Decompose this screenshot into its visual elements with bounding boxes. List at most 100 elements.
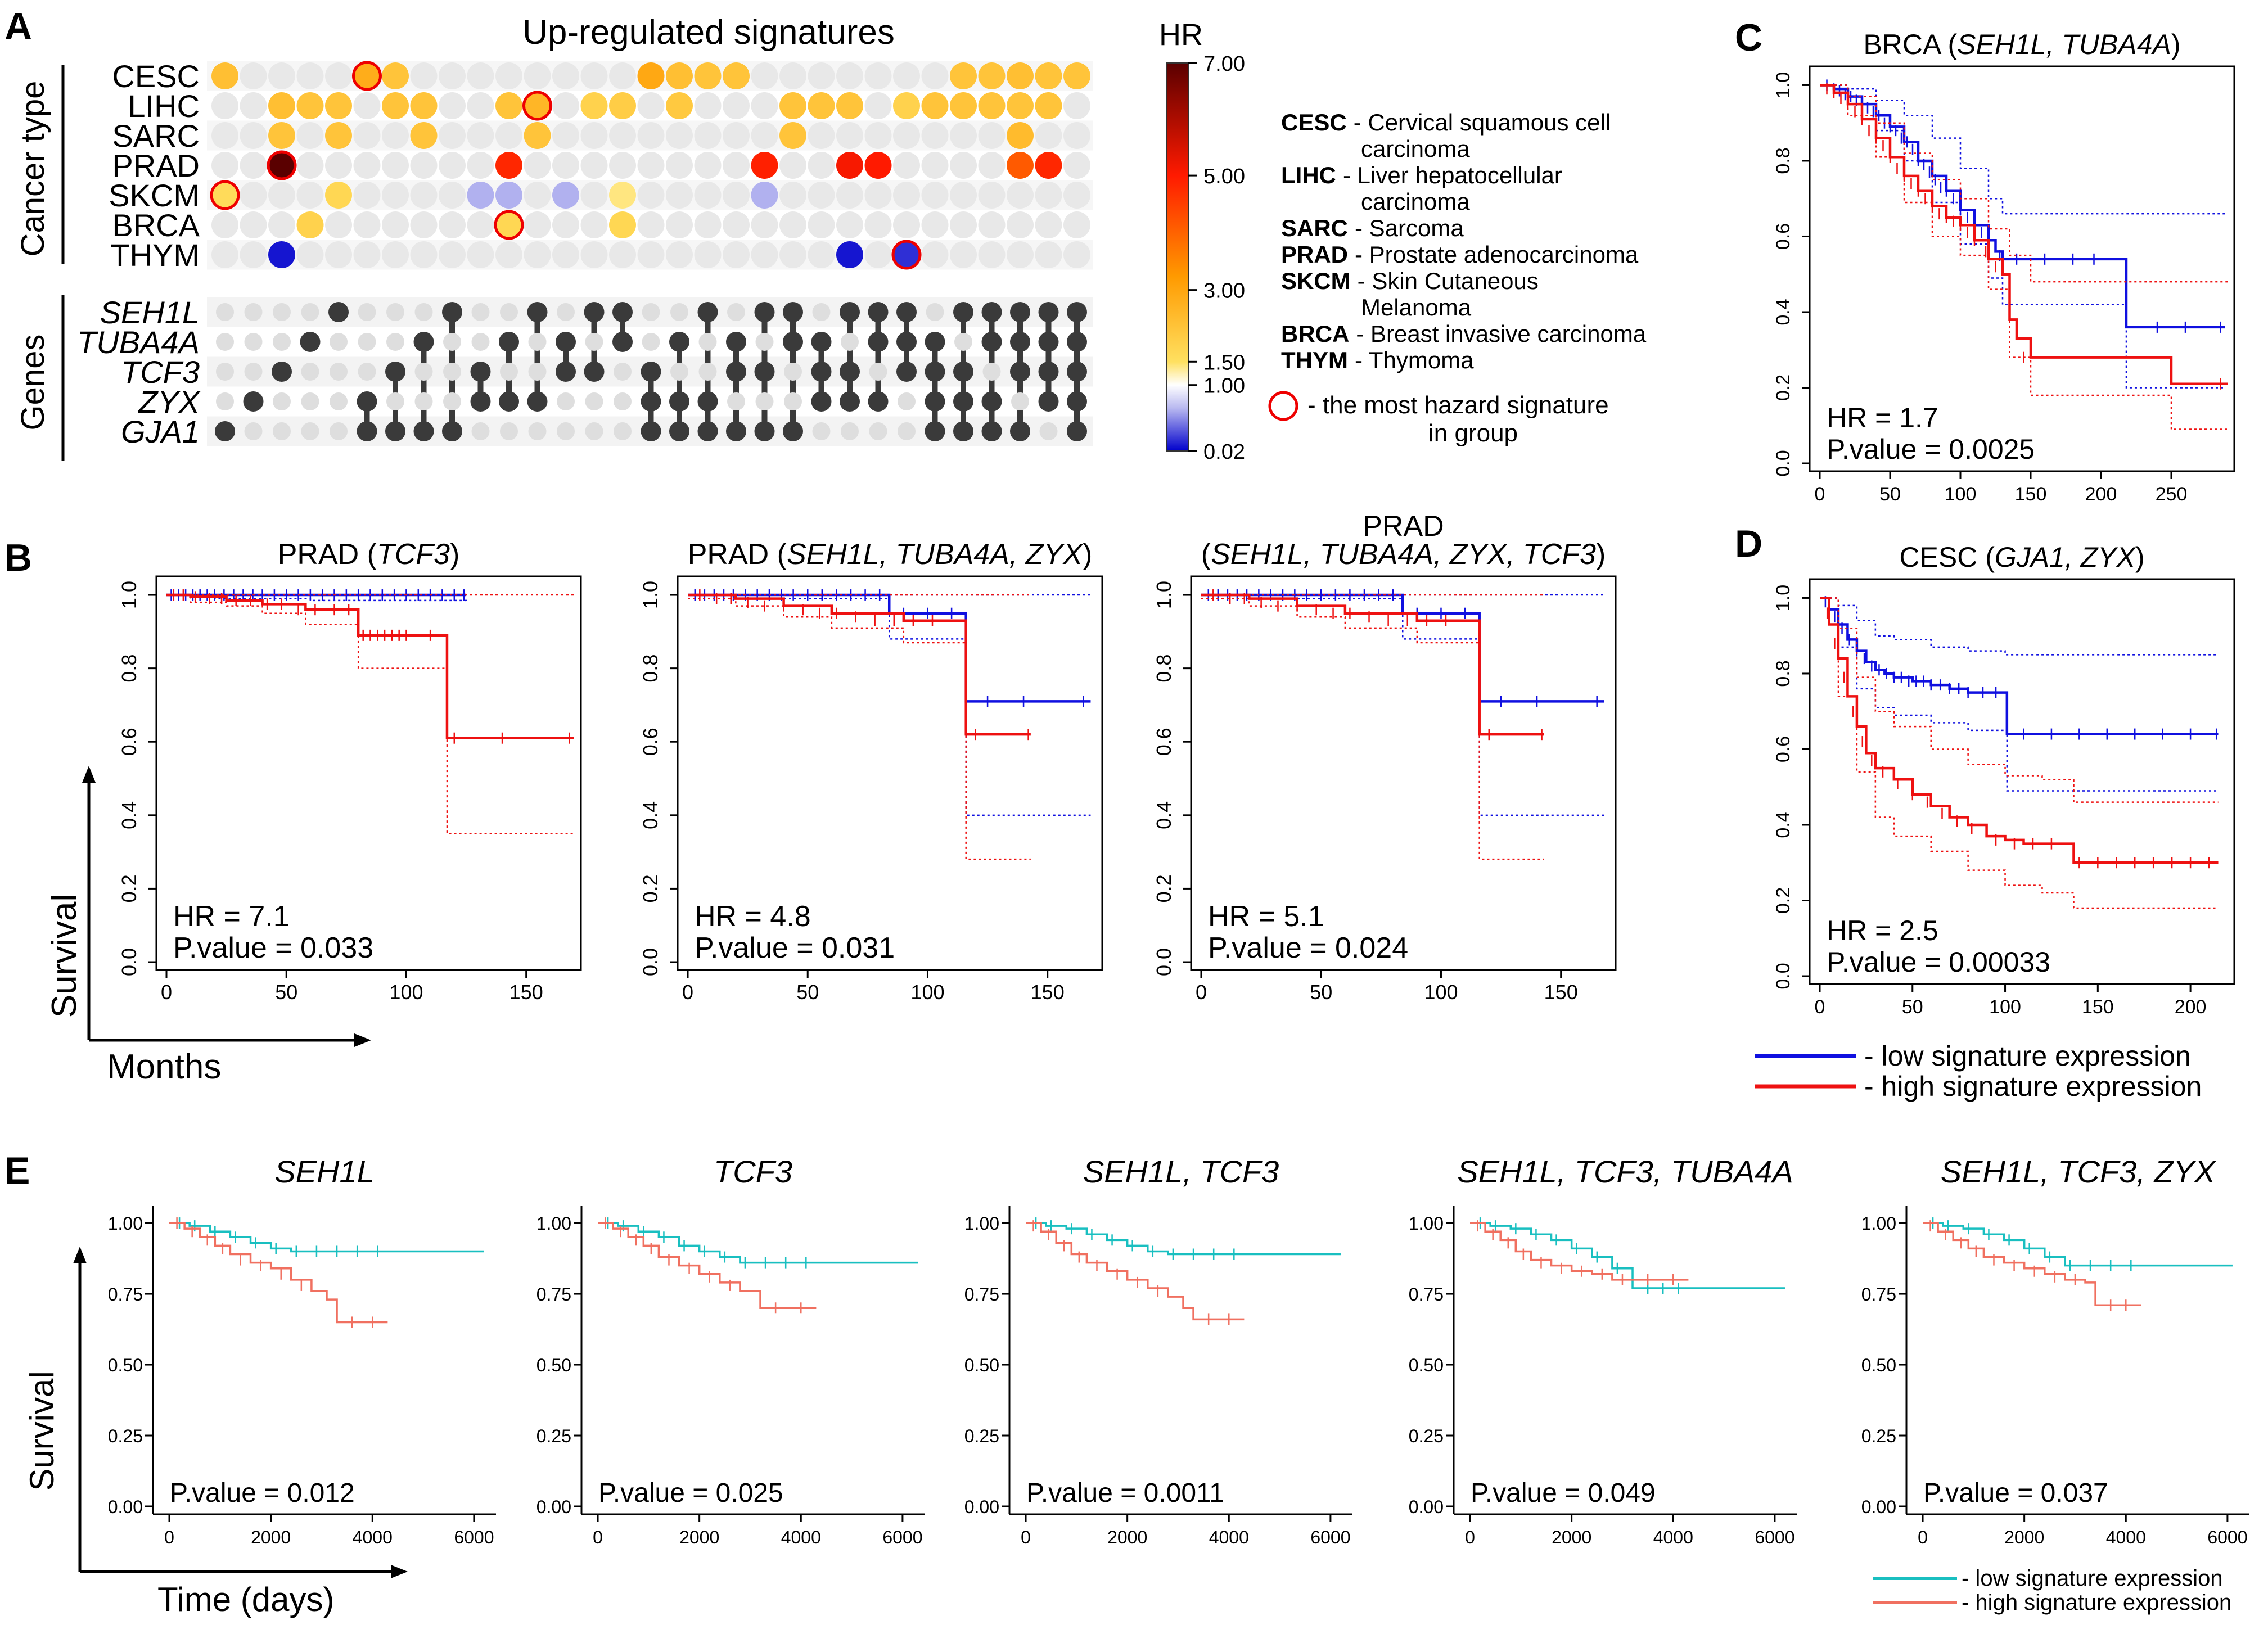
gene-dot-off xyxy=(443,392,461,410)
gene-dot-on xyxy=(669,421,689,441)
empty-dot xyxy=(694,92,722,119)
x-tick-label: 4000 xyxy=(2106,1527,2146,1547)
gene-dot-off xyxy=(330,392,348,410)
gene-dot-off xyxy=(216,303,234,321)
y-tick-label: 0.0 xyxy=(118,948,141,976)
empty-dot xyxy=(808,241,835,268)
km-title-line1: PRAD xyxy=(1363,510,1444,543)
empty-dot xyxy=(779,241,806,268)
y-tick-label: 0.75 xyxy=(1409,1284,1444,1305)
gene-dot-off xyxy=(557,303,575,321)
x-tick-label: 2000 xyxy=(1552,1527,1591,1547)
hr-dot-brca-14 xyxy=(609,211,636,238)
hr-dot-thym-2 xyxy=(268,241,295,268)
empty-dot xyxy=(723,122,750,149)
empty-dot xyxy=(353,182,381,209)
empty-dot xyxy=(240,241,267,268)
legend-entry-lihc: LIHC - Liver hepatocellular xyxy=(1281,162,1562,188)
empty-dot xyxy=(211,152,238,179)
empty-dot xyxy=(978,152,1006,179)
gene-dot-off xyxy=(557,422,575,440)
x-tick-label: 150 xyxy=(1544,981,1578,1004)
empty-dot xyxy=(808,182,835,209)
km-title: SEH1L, TCF3 xyxy=(1083,1154,1279,1189)
hr-annotation: HR = 7.1 xyxy=(173,900,290,933)
survival-curve xyxy=(598,1222,817,1309)
gene-dot-off xyxy=(926,303,944,321)
empty-dot xyxy=(1063,182,1090,209)
empty-dot xyxy=(353,122,381,149)
gene-dot-off xyxy=(1011,392,1029,410)
gene-dot-on xyxy=(1067,421,1087,441)
x-tick-label: 6000 xyxy=(882,1527,922,1547)
y-tick-label: 0.00 xyxy=(108,1497,143,1517)
legend-entry-cont: carcinoma xyxy=(1361,136,1470,162)
gene-dot-on xyxy=(612,302,633,322)
empty-dot xyxy=(723,152,750,179)
empty-dot xyxy=(978,182,1006,209)
empty-dot xyxy=(864,182,892,209)
y-tick-label: 0.0 xyxy=(1773,963,1794,989)
empty-dot xyxy=(978,211,1006,238)
km-plot-e1: 0 2000 4000 6000 0.00 0.25 0.50 0.75 1.00 SEH1L P.… xyxy=(108,1154,496,1547)
y-tick-label: 0.25 xyxy=(108,1426,143,1446)
gene-dot-on xyxy=(840,362,860,382)
empty-dot xyxy=(637,122,665,149)
survival-curve xyxy=(598,1222,918,1264)
gene-dot-on xyxy=(811,362,832,382)
gene-dot-off xyxy=(812,303,831,321)
gene-dot-on xyxy=(697,421,718,441)
gene-dot-on xyxy=(1010,332,1030,352)
series-high xyxy=(1470,1220,1689,1285)
y-tick-label: 0.25 xyxy=(536,1426,571,1446)
gene-dot-off xyxy=(500,303,518,321)
panel-e-axis-arrows: Survival Time (days) xyxy=(23,1247,408,1618)
empty-dot xyxy=(524,211,551,238)
empty-dot xyxy=(410,182,438,209)
km-plot-b3: 0 50 100 150 0.0 0.2 0.4 0.6 0.8 1.0 PRAD(SEH1L, T… xyxy=(1152,510,1617,1004)
gene-dot-off xyxy=(216,363,234,381)
empty-dot xyxy=(808,62,835,89)
empty-dot xyxy=(467,62,494,89)
hr-annotation: HR = 1.7 xyxy=(1827,402,1938,434)
empty-dot xyxy=(467,122,494,149)
hr-dot-lihc-2 xyxy=(268,92,295,119)
hr-dot-sarc-7 xyxy=(410,122,438,149)
legend-entry-brca: BRCA - Breast invasive carcinoma xyxy=(1281,321,1647,347)
empty-dot xyxy=(694,211,722,238)
y-tick-label: 1.0 xyxy=(118,581,141,609)
hr-dot-lihc-21 xyxy=(808,92,835,119)
gene-dot-on xyxy=(357,421,377,441)
x-tick-label: 4000 xyxy=(1209,1527,1249,1547)
empty-dot xyxy=(864,62,892,89)
empty-dot xyxy=(893,182,920,209)
empty-dot xyxy=(524,152,551,179)
gene-dot-on xyxy=(243,391,264,412)
gene-dot-off xyxy=(898,422,916,440)
empty-dot xyxy=(893,152,920,179)
cancer-label-brca: BRCA xyxy=(112,207,200,243)
panel-a-heatmap: Up-regulated signatures Cancer type Gene… xyxy=(15,13,1647,464)
gene-dot-on xyxy=(1038,302,1059,322)
empty-dot xyxy=(836,182,863,209)
legend-entry-cont: Melanoma xyxy=(1361,294,1472,321)
empty-dot xyxy=(751,241,778,268)
gene-dot-off xyxy=(358,333,376,351)
km-plot-e5: 0 2000 4000 6000 0.00 0.25 0.50 0.75 1.00 SEH1L, … xyxy=(1861,1154,2249,1547)
y-tick-label: 0.8 xyxy=(1773,147,1794,174)
empty-dot xyxy=(580,182,608,209)
gene-dot-off xyxy=(301,303,319,321)
x-tick-label: 150 xyxy=(509,981,543,1004)
empty-dot xyxy=(836,122,863,149)
gene-dot-off xyxy=(414,392,433,410)
hr-dot-cesc-26 xyxy=(950,62,977,89)
gene-dot-off xyxy=(557,392,575,410)
hr-dot-thym-22 xyxy=(836,241,863,268)
x-tick-label: 0 xyxy=(1021,1527,1031,1547)
y-tick-label: 0.50 xyxy=(964,1355,999,1375)
x-tick-label: 0 xyxy=(1815,484,1825,505)
ci-lower-line xyxy=(1820,597,2219,792)
x-tick-label: 4000 xyxy=(781,1527,821,1547)
empty-dot xyxy=(808,152,835,179)
y-tick-label: 0.6 xyxy=(118,728,141,756)
